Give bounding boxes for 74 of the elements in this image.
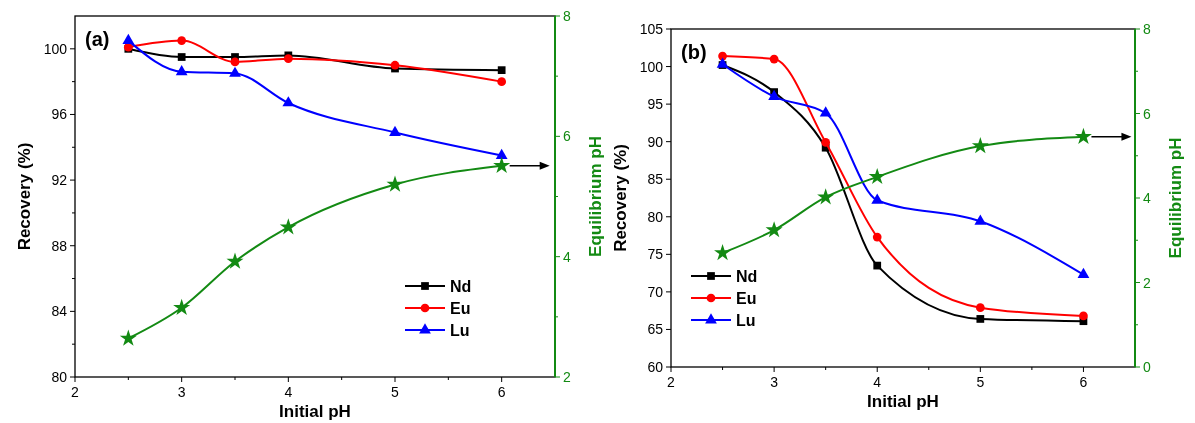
y-tick-label: 95 xyxy=(647,96,664,113)
annotation: (b) xyxy=(681,41,707,63)
y-tick-label: 70 xyxy=(647,283,664,300)
point xyxy=(976,315,985,323)
point xyxy=(821,138,831,147)
point xyxy=(819,106,832,117)
y-tick-label: 80 xyxy=(51,369,68,385)
x-tick-label: 2 xyxy=(71,384,80,400)
x-tick-label: 5 xyxy=(976,374,985,390)
point xyxy=(718,51,727,61)
x-tick-label: 3 xyxy=(177,384,186,400)
y-tick-label: 88 xyxy=(51,237,68,254)
point xyxy=(714,243,732,261)
point xyxy=(971,137,989,154)
point xyxy=(769,54,779,64)
y2-tick-label: 8 xyxy=(563,8,571,24)
y2-axis-title: Equilibrium pH xyxy=(586,136,605,257)
x-tick-label: 4 xyxy=(284,384,293,400)
point xyxy=(1079,311,1088,321)
y-tick-label: 80 xyxy=(647,208,664,225)
x-tick-label: 4 xyxy=(873,374,882,390)
point xyxy=(974,214,987,225)
point xyxy=(173,298,191,316)
y-tick-label: 65 xyxy=(647,321,664,338)
y-axis-title: Recovery (%) xyxy=(611,144,630,252)
point xyxy=(768,89,780,100)
y-tick-label: 105 xyxy=(639,21,664,37)
point xyxy=(493,156,511,174)
legend-label: Nd xyxy=(450,278,472,295)
legend-label: Lu xyxy=(450,322,470,339)
y-tick-label: 96 xyxy=(51,106,68,123)
point xyxy=(873,261,882,270)
point xyxy=(765,221,783,238)
y2-tick-label: 2 xyxy=(1143,274,1151,291)
y2-tick-label: 4 xyxy=(563,248,571,265)
y-tick-label: 90 xyxy=(647,133,664,150)
y2-tick-label: 0 xyxy=(1143,359,1151,375)
legend-label: Nd xyxy=(736,268,758,285)
x-axis-title: Initial pH xyxy=(279,402,351,421)
x-axis-title: Initial pH xyxy=(867,392,939,411)
y-tick-label: 75 xyxy=(647,246,664,263)
point xyxy=(868,167,886,185)
point xyxy=(716,57,729,68)
y-axis-title: Recovery (%) xyxy=(15,142,34,251)
y-tick-label: 85 xyxy=(647,171,664,188)
point xyxy=(226,252,244,269)
y2-tick-label: 4 xyxy=(1143,190,1151,206)
annotation: (a) xyxy=(85,28,110,50)
x-tick-label: 6 xyxy=(497,384,506,400)
point xyxy=(975,303,985,313)
legend-label: Eu xyxy=(450,300,471,317)
legend-label: Lu xyxy=(736,312,756,329)
point xyxy=(119,329,137,346)
x-tick-label: 3 xyxy=(770,374,779,390)
y2-axis-title: Equilibrium pH xyxy=(1166,137,1185,259)
point xyxy=(279,218,297,235)
y-tick-label: 100 xyxy=(43,40,68,57)
y2-tick-label: 6 xyxy=(1143,105,1151,122)
point xyxy=(871,193,884,204)
point xyxy=(872,232,882,242)
y-tick-label: 100 xyxy=(639,58,664,75)
y-tick-label: 60 xyxy=(647,359,664,375)
x-tick-label: 6 xyxy=(1079,374,1088,390)
x-tick-label: 5 xyxy=(391,384,400,400)
point xyxy=(386,175,404,192)
point xyxy=(817,188,835,205)
y-tick-label: 84 xyxy=(51,303,68,320)
y-tick-label: 92 xyxy=(51,172,68,189)
legend-label: Eu xyxy=(736,290,757,307)
point xyxy=(1077,267,1090,279)
x-tick-label: 2 xyxy=(667,374,676,390)
y2-tick-label: 6 xyxy=(563,128,571,145)
point xyxy=(1074,127,1092,144)
y2-tick-label: 8 xyxy=(1143,21,1151,37)
